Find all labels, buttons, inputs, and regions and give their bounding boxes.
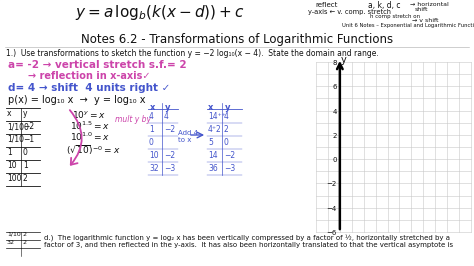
Text: Unit 6 Notes – Exponential and Logarithmic Functions: Unit 6 Notes – Exponential and Logarithm… [342, 23, 474, 28]
Text: 1.)  Use transformations to sketch the function y = −2 log₁₀(x − 4).  State the : 1.) Use transformations to sketch the fu… [6, 49, 379, 58]
Text: 2: 2 [332, 133, 337, 139]
Text: 0: 0 [23, 148, 28, 157]
Text: −3: −3 [164, 164, 175, 173]
Text: −2: −2 [224, 151, 235, 160]
Text: h comp stretch on: h comp stretch on [370, 14, 420, 19]
Text: d= 4 → shift  4 units right ✓: d= 4 → shift 4 units right ✓ [8, 83, 170, 93]
Text: −4: −4 [327, 206, 337, 212]
Text: y: y [341, 55, 346, 65]
Text: −2: −2 [23, 122, 34, 131]
Text: mult y by: mult y by [115, 115, 151, 124]
Text: 4: 4 [332, 109, 337, 115]
Text: 0: 0 [224, 138, 229, 147]
Text: 32: 32 [149, 164, 159, 173]
Text: → reflection in x-axis✓: → reflection in x-axis✓ [28, 71, 151, 81]
Text: −2: −2 [164, 151, 175, 160]
Text: 10: 10 [7, 161, 17, 170]
Text: 10: 10 [149, 151, 159, 160]
Text: −2: −2 [327, 181, 337, 188]
Text: 32: 32 [7, 240, 15, 245]
Text: 1: 1 [149, 125, 154, 134]
Text: $10^{1.5} = x$: $10^{1.5} = x$ [70, 120, 110, 132]
Text: a= -2 → vertical stretch s.f.= 2: a= -2 → vertical stretch s.f.= 2 [8, 60, 187, 70]
Text: Notes 6.2 - Transformations of Logarithmic Functions: Notes 6.2 - Transformations of Logarithm… [81, 33, 393, 46]
Text: $10^{1.0} = x$: $10^{1.0} = x$ [70, 131, 110, 143]
FancyArrowPatch shape [70, 110, 82, 165]
Text: a, k, d, c: a, k, d, c [368, 1, 401, 10]
Text: Add 4
to x: Add 4 to x [178, 130, 198, 143]
Text: factor of 3, and then reflected in the y-axis.  It has also been horizontally tr: factor of 3, and then reflected in the y… [44, 242, 453, 248]
Text: → v shift: → v shift [412, 18, 438, 23]
Text: $y = a\,\log_b\!\left(k(x-d)\right)+c$: $y = a\,\log_b\!\left(k(x-d)\right)+c$ [75, 3, 245, 22]
Text: 4⁺2: 4⁺2 [208, 125, 222, 134]
Text: 100: 100 [7, 174, 21, 183]
Text: 6: 6 [332, 84, 337, 90]
Text: x: x [150, 103, 155, 112]
Text: 36: 36 [208, 164, 218, 173]
Text: 4: 4 [224, 112, 229, 121]
Text: $10^y = x$: $10^y = x$ [72, 109, 106, 120]
Text: 1: 1 [23, 161, 28, 170]
Text: 1/10: 1/10 [7, 232, 21, 237]
Text: d.)  The logarithmic function y = log₂ x has been vertically compressed by a fac: d.) The logarithmic function y = log₂ x … [44, 234, 450, 241]
Text: reflect: reflect [315, 2, 337, 8]
Text: 5: 5 [208, 138, 213, 147]
Text: 0: 0 [149, 138, 154, 147]
Text: 4: 4 [149, 112, 154, 121]
Text: 2: 2 [23, 174, 28, 183]
Text: 1/10: 1/10 [7, 135, 24, 144]
Text: 4: 4 [164, 112, 169, 121]
Text: p(x) = log₁₀ x  →  y = log₁₀ x: p(x) = log₁₀ x → y = log₁₀ x [8, 95, 146, 105]
Text: −6: −6 [327, 230, 337, 236]
Text: x: x [7, 109, 11, 118]
Text: 2: 2 [23, 240, 27, 245]
Text: $(\sqrt{10})^{-0} = x$: $(\sqrt{10})^{-0} = x$ [66, 143, 120, 157]
Text: −3: −3 [224, 164, 235, 173]
Text: 14⁺⁺: 14⁺⁺ [208, 112, 226, 121]
Text: shift: shift [415, 7, 428, 12]
Text: 14: 14 [208, 151, 218, 160]
Text: y-axis ← v. comp. stretch: y-axis ← v. comp. stretch [308, 9, 391, 15]
Text: 2: 2 [224, 125, 229, 134]
Text: 1/100: 1/100 [7, 122, 29, 131]
Text: y: y [225, 103, 230, 112]
Text: y: y [23, 109, 27, 118]
Text: 1: 1 [7, 148, 12, 157]
Text: → horizontal: → horizontal [410, 2, 449, 7]
Text: −1: −1 [23, 135, 34, 144]
Text: y: y [165, 103, 171, 112]
Bar [316, 62, 471, 232]
Text: −2: −2 [164, 125, 175, 134]
Text: 2: 2 [23, 232, 27, 237]
Text: x: x [208, 103, 213, 112]
Text: 0: 0 [332, 157, 337, 163]
Text: 8: 8 [332, 60, 337, 66]
